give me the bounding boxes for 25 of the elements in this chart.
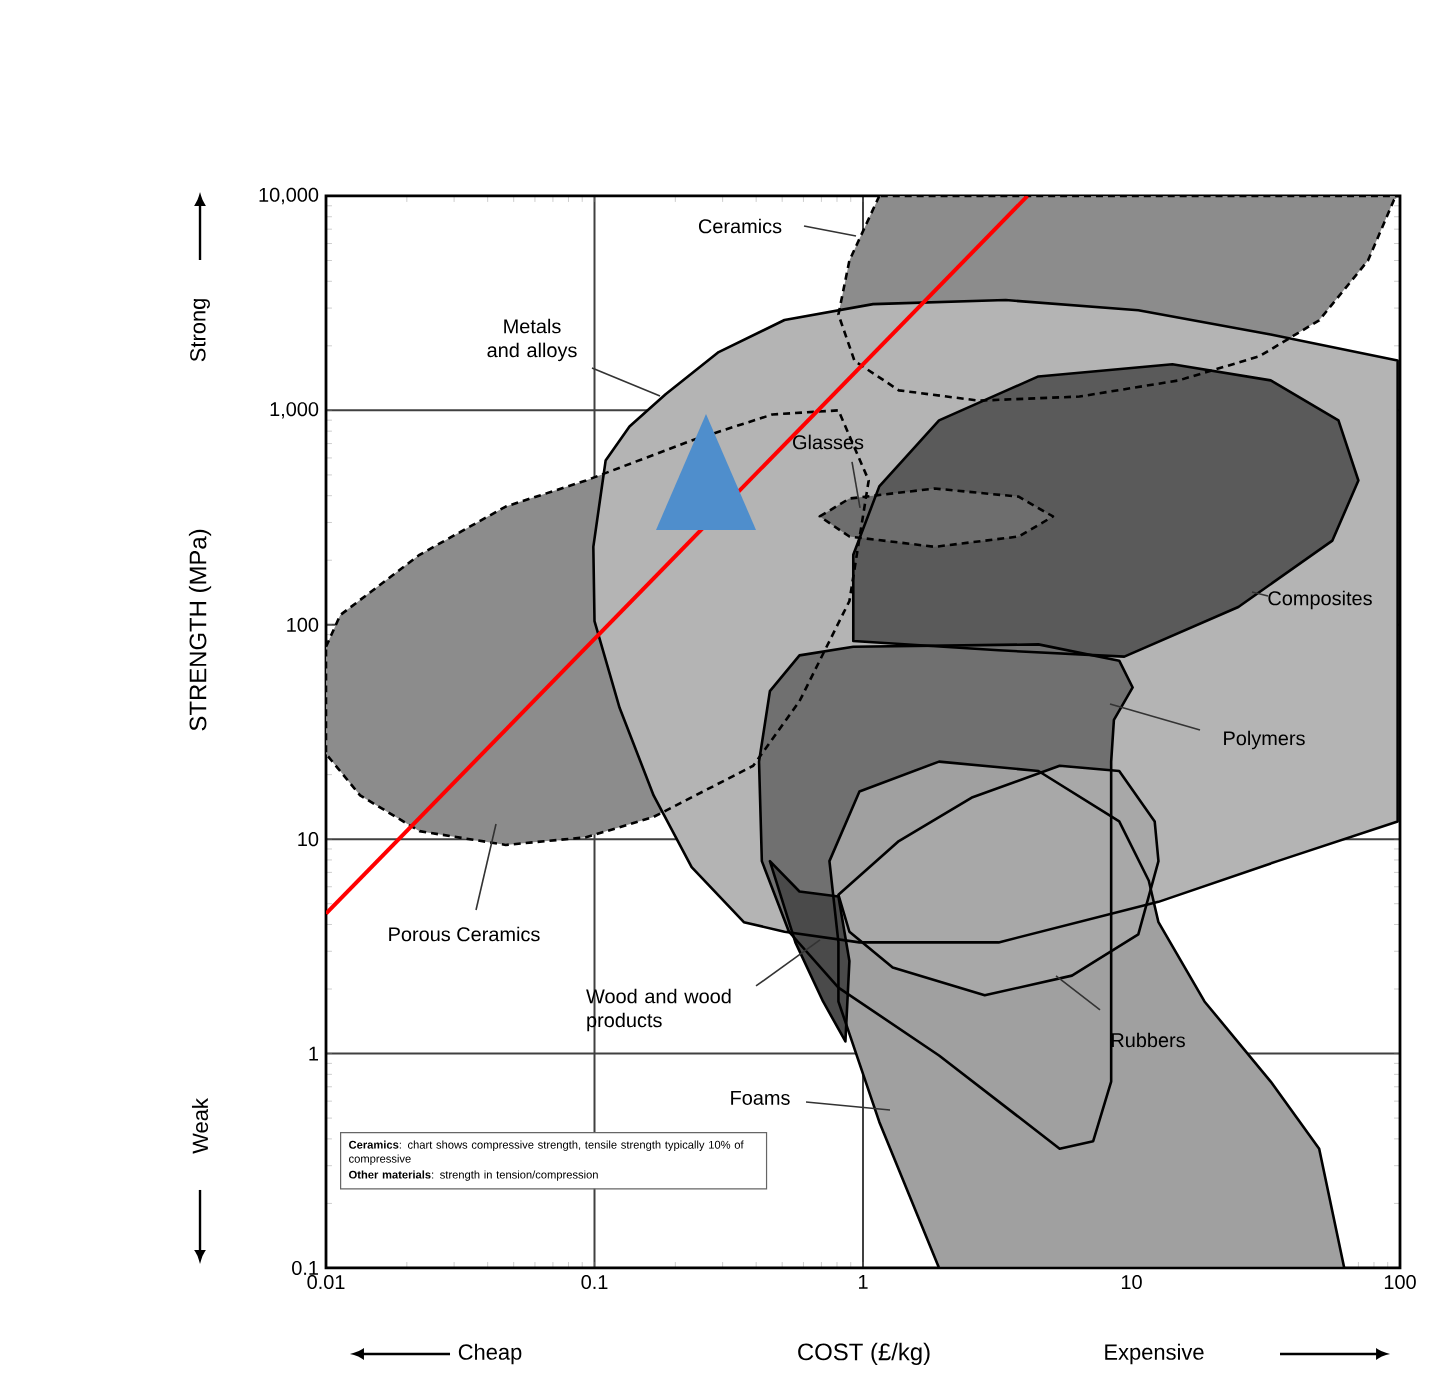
y-tick-label: 10,000 (259, 187, 319, 205)
y-axis-title: STRENGTH (MPa) (188, 529, 212, 731)
text: Polymers (1224, 730, 1305, 750)
y-tick-label: 10 (298, 832, 319, 847)
x-axis-title: COST (£/kg) (798, 1342, 930, 1366)
text: Rubbers (1111, 1032, 1185, 1048)
y-tick-label: 100 (287, 617, 319, 632)
x-tick-label: 1 (859, 1275, 868, 1289)
x-tick-label: 10 (1121, 1275, 1142, 1290)
y-tick-label: 1 (309, 1046, 319, 1061)
series-label: Composites (1268, 590, 1372, 610)
text: Ceramics (698, 218, 782, 234)
y-tick-label: 1,000 (270, 402, 319, 419)
x-tick-label: 100 (1384, 1275, 1416, 1290)
text: Cheap (458, 1343, 522, 1365)
text: Strong (190, 299, 210, 362)
text: Weak (191, 1098, 209, 1154)
x-tick-label: 0.01 (307, 1275, 345, 1290)
text: Expensive (1105, 1343, 1204, 1365)
text: Glasses (793, 434, 864, 450)
x-tick-label: 0.1 (581, 1275, 608, 1290)
text: Metals and alloys (487, 318, 577, 362)
y-tick-label: 0.1 (292, 1260, 319, 1276)
text: Foams (731, 1091, 790, 1105)
text: Porous Ceramics (389, 926, 540, 942)
